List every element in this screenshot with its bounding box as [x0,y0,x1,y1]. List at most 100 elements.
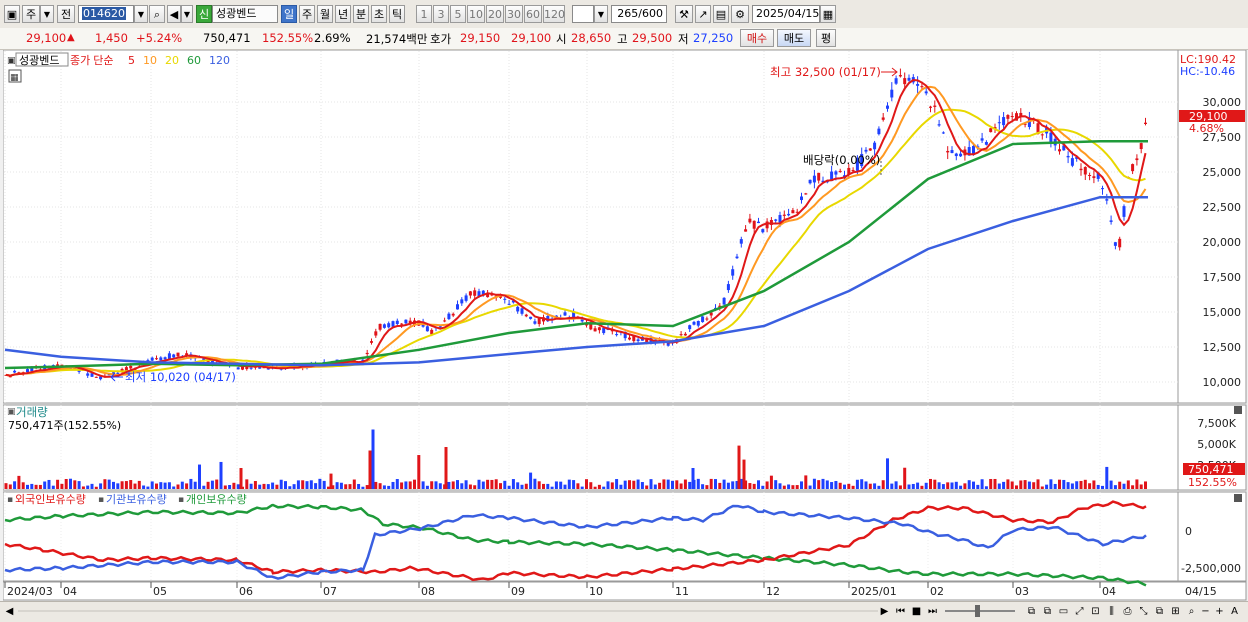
period-tab-0[interactable]: 일 [281,5,297,23]
sell-button[interactable]: 매도 [777,29,811,47]
stock-name-field[interactable]: 성광벤드 [212,5,278,23]
period-tab-6[interactable]: 틱 [389,5,405,23]
x-axis-label: 10 [589,585,603,598]
code-dropdown-icon[interactable]: ▼ [134,5,148,23]
period-tab-5[interactable]: 초 [371,5,387,23]
volume-close-icon[interactable] [1234,406,1242,414]
candle-body [877,128,881,135]
interval-button-10[interactable]: 10 [467,5,485,23]
stop-icon[interactable]: ■ [911,606,922,617]
candle-body [499,295,502,298]
window-menu-icon[interactable]: ▣ [4,5,20,23]
interval-button-3[interactable]: 3 [433,5,449,23]
speaker-icon[interactable]: ◀ [167,5,181,23]
export-icon[interactable]: ⊞ [1171,606,1180,617]
interval-button-120[interactable]: 120 [543,5,565,23]
interval-button-20[interactable]: 20 [486,5,504,23]
table-grid-icon[interactable]: ▦ [10,73,19,83]
volume-bar [262,483,266,489]
date-field[interactable]: 2025/04/15 [752,5,820,23]
fast-forward-icon[interactable]: ⏭ [928,606,937,617]
x-axis-label: 12 [766,585,780,598]
low-price: 27,250 [693,31,734,45]
holder-legend-marker: ▪ [7,495,13,505]
eval-button[interactable]: 평 [816,29,836,47]
lock-icon[interactable]: ⊡ [1091,606,1100,617]
zoom-in-icon[interactable]: ⌕ [1188,606,1195,617]
volume-bar [666,479,670,489]
candle-body [99,376,103,380]
gear-icon[interactable]: ⚙ [731,5,749,23]
period-tab-1[interactable]: 주 [299,5,315,23]
volume-spike [329,473,333,489]
chevron-down-icon[interactable]: ▼ [40,5,54,23]
period-tab-3[interactable]: 년 [335,5,351,23]
add-icon[interactable]: + [1215,606,1224,617]
zoom-slider-thumb[interactable] [975,605,980,617]
zoom-slider[interactable] [945,610,1015,612]
period-tab-4[interactable]: 분 [353,5,369,23]
bars-icon[interactable]: ⫼ [1109,606,1114,617]
buy-button[interactable]: 매수 [740,29,774,47]
speaker-dropdown-icon[interactable]: ▼ [181,5,193,23]
interval-dropdown-icon[interactable]: ▼ [594,5,608,23]
link-icon[interactable]: ⤡ [1139,606,1148,617]
scroll-right-icon[interactable]: ▶ [880,606,889,617]
volume-bar [843,484,846,489]
type-select[interactable]: 주 [22,5,40,23]
drawing-icon[interactable]: ↗ [695,5,711,23]
candle-body [1083,167,1087,175]
volume-menu-icon[interactable]: ▣ [7,407,16,417]
volume-bar [245,479,249,489]
count-field[interactable]: 265/600 [611,5,667,23]
period-tab-2[interactable]: 월 [317,5,333,23]
volume-bar [296,480,300,489]
volume-bar [348,484,352,489]
candle-body [572,311,576,319]
volume-bar [860,479,864,489]
interval-button-5[interactable]: 5 [450,5,466,23]
volume-bar [1088,483,1092,489]
interval-button-30[interactable]: 30 [505,5,523,23]
candle-body [464,295,468,301]
candle-body [997,122,1001,124]
image-icon[interactable]: ⧉ [1155,606,1164,617]
ma-legend-20: 20 [165,54,179,67]
candle-body [1049,132,1053,144]
rewind-icon[interactable]: ⏮ [896,606,905,617]
search-icon[interactable]: ⌕ [149,5,165,23]
zoom-out-icon[interactable]: − [1201,606,1210,617]
duplicate-icon[interactable]: ⧉ [1043,606,1052,617]
volume-bar [395,479,399,489]
stock-chart[interactable]: 30,000 27,500 25,000 22,500 20,000 17,500 15,0… [3,50,1248,601]
candle-body [628,337,631,340]
interval-button-1[interactable]: 1 [416,5,432,23]
candle-body [202,358,206,361]
trend-icon[interactable]: ⤢ [1075,606,1084,617]
layout-icon[interactable]: ▭ [1058,606,1069,617]
volume-bar [215,479,219,489]
volume-bar [701,484,705,489]
candle-body [589,324,593,330]
scroll-track[interactable] [18,610,878,612]
panel-menu-icon[interactable]: ▣ [7,56,16,66]
custom-interval-field[interactable] [572,5,594,23]
volume-bar [834,481,838,489]
font-icon[interactable]: A [1231,606,1238,617]
volume-bar [903,467,907,489]
calendar-icon[interactable]: ▦ [820,5,836,23]
prev-button[interactable]: 전 [57,5,75,23]
save-icon[interactable]: ▤ [713,5,729,23]
interval-button-60[interactable]: 60 [524,5,542,23]
candle-body [1002,117,1006,126]
indicator-icon[interactable]: ⚒ [675,5,693,23]
code-input[interactable]: 014620 [78,5,134,23]
volume-bar [1079,480,1083,489]
scroll-left-icon[interactable]: ◀ [5,606,14,617]
open-price: 28,650 [571,31,612,45]
table-toggle-icon[interactable] [8,69,22,83]
print-icon[interactable]: ⎙ [1123,606,1132,617]
holder-close-icon[interactable] [1234,494,1242,502]
copy-icon[interactable]: ⧉ [1027,606,1036,617]
candle-body [155,358,158,360]
